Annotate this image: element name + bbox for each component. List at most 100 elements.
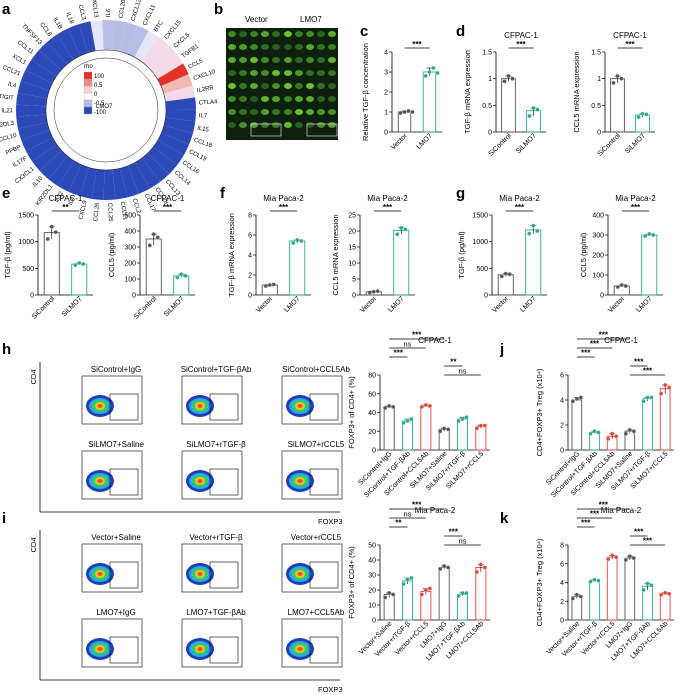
gel-spot xyxy=(284,83,292,89)
chart-g2-point xyxy=(620,283,624,287)
chart-f1-ytick-label: 2 xyxy=(248,273,252,280)
chart-j-point xyxy=(589,432,593,436)
chart-d1-point xyxy=(507,74,511,78)
gene-label: CTLA4 xyxy=(199,99,219,106)
gel-spot xyxy=(261,57,269,63)
gel-spot xyxy=(250,83,258,89)
panel_i-flow-density xyxy=(98,572,103,576)
chart-c-point xyxy=(411,110,415,114)
panel_h-flow-title: SiLMO7+Saline xyxy=(88,440,144,449)
chart-d2-ytick-label: 1.5 xyxy=(591,50,601,57)
gel-spot xyxy=(317,83,325,89)
chart-h-point xyxy=(387,404,391,408)
chart-f2-point xyxy=(372,290,376,294)
panel-label-e: e xyxy=(2,185,10,202)
gel-spot xyxy=(284,70,292,76)
chart-k-ytick-label: 6 xyxy=(560,561,564,568)
chart-g1-ytick-label: 1500 xyxy=(472,213,488,220)
gel-spot xyxy=(328,83,336,89)
chart-d1: 00.511.5TGF-β mRNA expressionCFPAC-1SiCo… xyxy=(463,31,546,158)
gel-spot xyxy=(272,122,280,128)
chart-e2: 0 100 200 300 400 500 CCL5 (pg/ml) CFPAC-1 SiCon… xyxy=(107,194,195,321)
chart-g1-sig: *** xyxy=(515,203,525,212)
chart-d1-title: CFPAC-1 xyxy=(504,31,538,40)
panel_i-flow-density xyxy=(298,647,303,651)
gel-spot xyxy=(250,31,258,37)
gel-spot xyxy=(306,96,314,102)
chart-k-bar xyxy=(625,558,635,620)
chart-k-sig: *** xyxy=(643,537,653,546)
chart-e2-ytick-label: 300 xyxy=(124,245,136,252)
chart-c-point xyxy=(403,110,407,114)
gel-spot xyxy=(317,70,325,76)
chart-h-point xyxy=(383,406,387,410)
chart-k-point xyxy=(632,556,636,560)
chart-d1-xtick-label: SiLMO7 xyxy=(515,132,538,155)
chart-e1-ylabel: TGF-β (pg/ml) xyxy=(3,231,12,279)
chart-d2-point xyxy=(645,112,649,116)
chart-e2-xtick-label: SiLMO7 xyxy=(163,295,186,318)
chart-j-sig: *** xyxy=(634,358,644,367)
chart-j: 0246CD4+FOXP3+ Treg (x10⁴)CFPAC-1SiContr… xyxy=(535,331,674,500)
chart-d1-ytick-label: 0 xyxy=(488,130,492,137)
gene-label: CCL5 xyxy=(188,58,205,71)
panel-label-c: c xyxy=(360,23,368,40)
chart-d2-point xyxy=(620,77,624,81)
chart-h-point xyxy=(446,427,450,431)
gel-spot xyxy=(228,70,236,76)
chart-k-point xyxy=(628,554,632,558)
gel-spot xyxy=(317,44,325,50)
gel-spot xyxy=(228,83,236,89)
gel-spot xyxy=(272,31,280,37)
chart-j-sig: *** xyxy=(599,331,609,340)
chart-j-sig: *** xyxy=(590,340,600,349)
chart-i-sig: ns xyxy=(459,537,467,546)
chart-j-point xyxy=(642,399,646,403)
panel_h-flow-title: SiLMO7+rCCL5 xyxy=(288,440,345,449)
flow-plots: CD4 FOXP3 SiControl+IgG SiControl+TGF-βAb Si… xyxy=(29,362,350,694)
chart-f2-ytick-label: 5 xyxy=(352,277,356,284)
chart-j-ylabel: CD4+FOXP3+ Treg (x10⁴) xyxy=(535,368,544,456)
chart-f2-point xyxy=(368,290,372,294)
chart-j-point xyxy=(650,396,654,400)
chart-f1-ytick-label: 8 xyxy=(248,213,252,220)
chart-g2-ylabel: CCL5 (pg/ml) xyxy=(579,232,588,277)
gel-spot xyxy=(228,109,236,115)
chart-g1-point xyxy=(508,272,512,276)
chart-g2-sig: *** xyxy=(631,203,641,212)
legend-swatch xyxy=(84,86,92,93)
chart-g2-ytick-label: 300 xyxy=(592,233,604,240)
gene-label: CCL14 xyxy=(173,170,191,187)
chart-h-point xyxy=(428,404,432,408)
chart-c-ytick-label: 3 xyxy=(384,70,388,77)
gel-spot xyxy=(306,57,314,63)
panel_h-flow-density xyxy=(98,404,103,408)
chart-d2-bar xyxy=(611,79,625,132)
chart-k-point xyxy=(646,581,650,585)
gel-spot xyxy=(295,31,303,37)
chart-i-ytick-label: 10 xyxy=(368,603,376,610)
gene-label: TIGIT xyxy=(0,94,14,102)
chart-h-sig: ns xyxy=(459,367,467,376)
chart-f1-xtick-label: Vector xyxy=(255,295,274,314)
gel-spot xyxy=(295,70,303,76)
chart-f1-xtick-label: LMO7 xyxy=(283,295,302,314)
panel-label-h: h xyxy=(2,341,11,358)
chart-d2-xtick-label: SiLMO7 xyxy=(624,132,647,155)
chart-h-ytick-label: 40 xyxy=(368,410,376,417)
chart-g2-bar xyxy=(642,235,657,295)
chart-g1-ytick-label: 1000 xyxy=(472,239,488,246)
chart-i-point xyxy=(410,576,414,580)
gel-spot xyxy=(228,122,236,128)
chart-g2-ytick-label: 200 xyxy=(592,253,604,260)
chart-e1-ytick-label: 0 xyxy=(30,293,34,300)
chart-k-point xyxy=(589,580,593,584)
chart-c-ylabel: Relative TGF-β concentration xyxy=(361,43,370,141)
gel-spot xyxy=(306,70,314,76)
gel-spot xyxy=(306,109,314,115)
chart-j-bar xyxy=(572,400,582,450)
panel_i-flow-title: LMO7+IgG xyxy=(96,608,135,617)
chart-e1-point xyxy=(46,237,50,241)
chart-k-sig: *** xyxy=(581,519,591,528)
panel_i-flow-title: LMO7+CCL5Ab xyxy=(288,608,345,617)
